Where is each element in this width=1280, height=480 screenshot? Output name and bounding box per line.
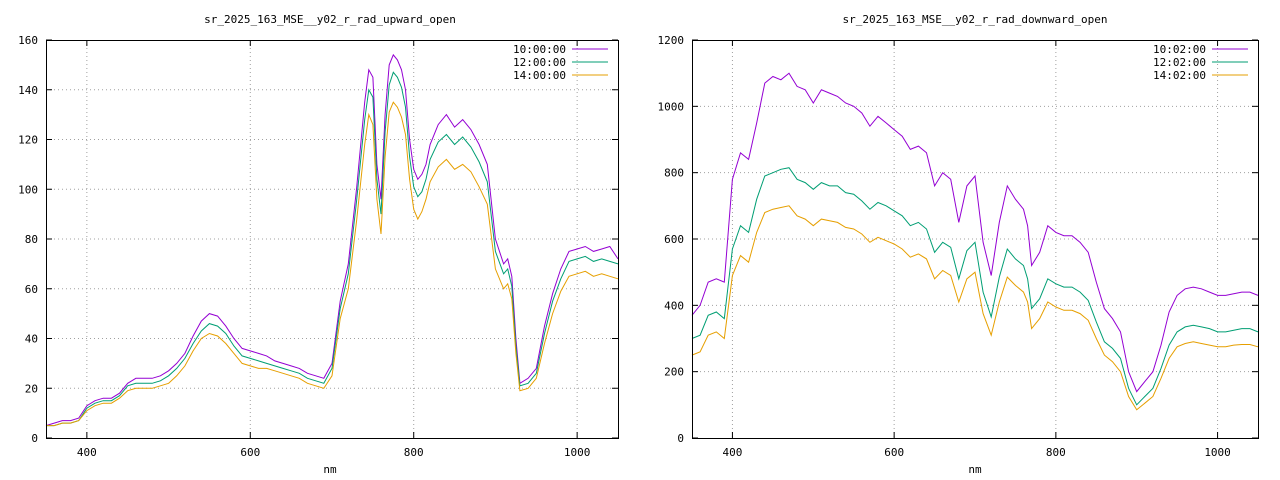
legend-label-2: 12:02:00 — [1153, 56, 1206, 69]
series-line-3 — [691, 205, 1259, 411]
chart-title: sr_2025_163_MSE__y02_r_rad_downward_open — [842, 13, 1108, 26]
series-line-3 — [46, 101, 619, 427]
y-tick-label: 800 — [664, 167, 684, 180]
x-tick-label: 800 — [1046, 446, 1066, 459]
x-tick-label: 400 — [77, 446, 97, 459]
plot-frame — [692, 40, 1259, 439]
y-tick-label: 0 — [677, 432, 684, 445]
plot-area: 400 600 800 1000 0 20 40 60 80 100 120 140 160 10:00:… — [18, 34, 619, 459]
y-tick-label: 120 — [18, 134, 38, 147]
series-line-1 — [45, 53, 619, 427]
x-tick-label: 400 — [722, 446, 742, 459]
y-tick-label: 100 — [18, 183, 38, 196]
chart-upward: sr_2025_163_MSE__y02_r_rad_upward_open 4… — [18, 13, 619, 476]
x-tick-label: 800 — [404, 446, 424, 459]
legend-label-1: 10:02:00 — [1153, 43, 1206, 56]
y-tick-label: 160 — [18, 34, 38, 47]
y-tick-label: 1000 — [658, 100, 685, 113]
y-tick-label: 20 — [25, 382, 38, 395]
legend-label-3: 14:02:00 — [1153, 69, 1206, 82]
plot-area: 400 600 800 1000 0 200 400 600 800 1000 1200 10:02:… — [658, 34, 1259, 459]
series-line-2 — [691, 167, 1259, 406]
series-line-2 — [46, 71, 619, 427]
series-line-1 — [691, 72, 1259, 393]
x-tick-label: 600 — [884, 446, 904, 459]
y-tick-label: 140 — [18, 84, 38, 97]
y-tick-label: 40 — [25, 333, 38, 346]
chart-title: sr_2025_163_MSE__y02_r_rad_upward_open — [204, 13, 456, 26]
legend-label-2: 12:00:00 — [513, 56, 566, 69]
y-tick-label: 200 — [664, 366, 684, 379]
y-tick-label: 0 — [31, 432, 38, 445]
legend-label-3: 14:00:00 — [513, 69, 566, 82]
y-tick-label: 60 — [25, 283, 38, 296]
x-axis-label: nm — [968, 463, 982, 476]
legend-label-1: 10:00:00 — [513, 43, 566, 56]
chart-downward: sr_2025_163_MSE__y02_r_rad_downward_open… — [640, 0, 1280, 480]
x-tick-label: 1000 — [1204, 446, 1231, 459]
y-tick-label: 1200 — [658, 34, 685, 47]
x-tick-label: 1000 — [564, 446, 591, 459]
x-tick-label: 600 — [240, 446, 260, 459]
plot-frame — [46, 40, 619, 439]
y-tick-label: 80 — [25, 233, 38, 246]
x-axis-label: nm — [323, 463, 337, 476]
y-tick-label: 600 — [664, 233, 684, 246]
y-tick-label: 400 — [664, 299, 684, 312]
